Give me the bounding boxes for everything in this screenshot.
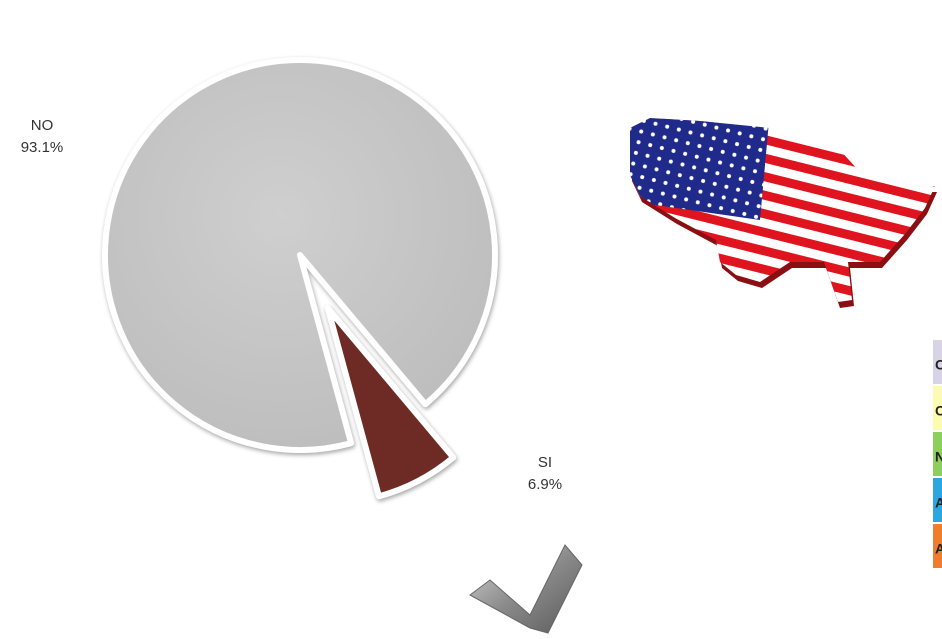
side-label: C xyxy=(935,357,942,373)
side-label: A xyxy=(935,541,942,557)
side-box xyxy=(933,524,942,568)
checkmark xyxy=(469,544,583,634)
side-label: N xyxy=(935,449,942,465)
side-box xyxy=(933,478,942,522)
side-box xyxy=(933,340,942,384)
side-box xyxy=(933,432,942,476)
slice-category-label: NO xyxy=(31,117,54,134)
pie-slice xyxy=(102,57,498,453)
pie-slice xyxy=(324,305,457,500)
side-label: C xyxy=(935,403,942,419)
slice-value-label: 93.1% xyxy=(21,139,64,156)
side-label: A xyxy=(935,495,942,511)
usa-flag-map xyxy=(630,118,937,308)
side-box xyxy=(933,386,942,430)
slice-category-label: SI xyxy=(538,454,552,471)
slice-value-label: 6.9% xyxy=(528,476,562,493)
